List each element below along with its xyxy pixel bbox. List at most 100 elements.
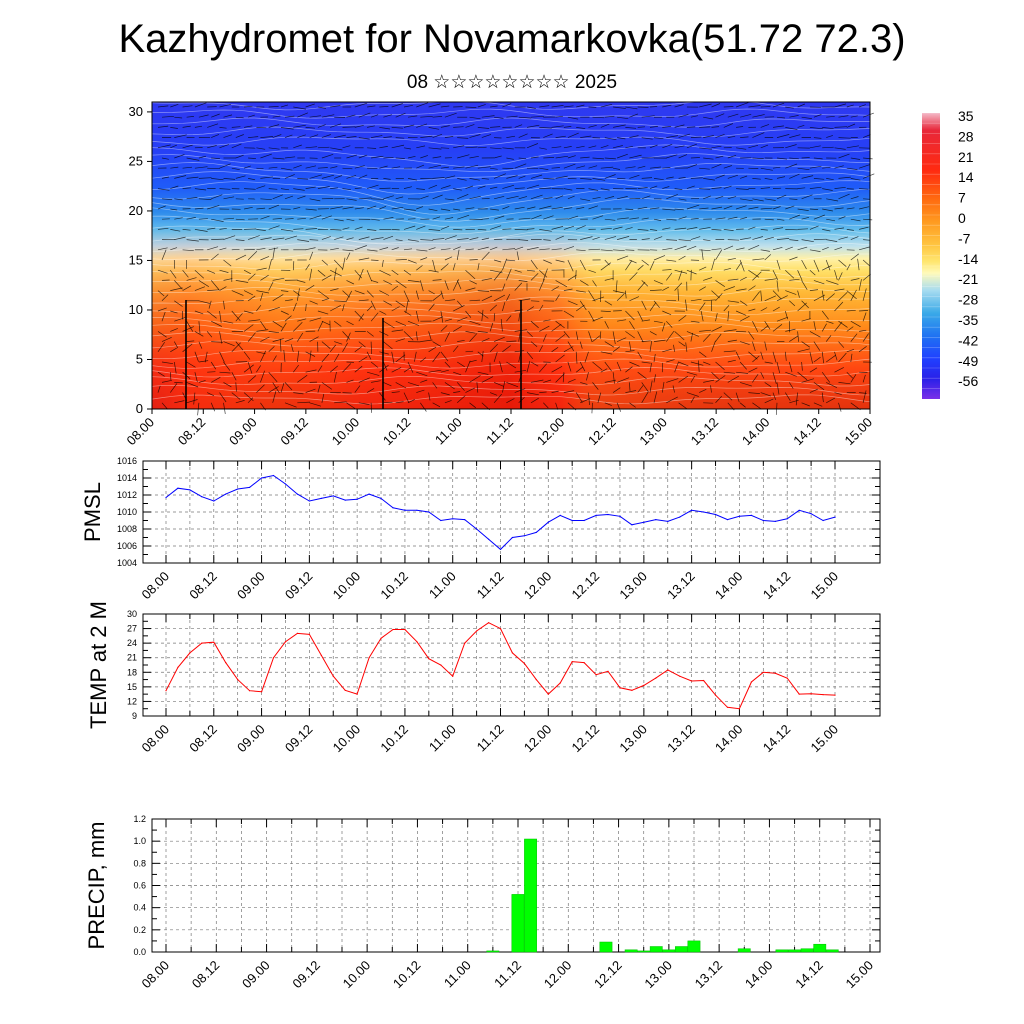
wind-vector (653, 255, 666, 261)
wind-vector (764, 321, 771, 330)
x-tick-label: 14.00 (712, 569, 746, 603)
wind-vector (506, 382, 519, 388)
x-tick-label: 11.00 (426, 722, 459, 755)
wind-vector (428, 290, 435, 295)
wind-vector (161, 336, 172, 342)
wind-vector (789, 335, 799, 342)
wind-vector (641, 319, 650, 322)
x-tick-label: 09.12 (282, 722, 316, 756)
wind-vector (690, 136, 702, 138)
wind-vector (174, 217, 183, 220)
wind-vector (371, 135, 383, 138)
wind-vector (272, 277, 285, 281)
wind-vector (690, 157, 700, 159)
wind-vector (198, 341, 203, 349)
wind-vector (785, 246, 793, 251)
wind-vector (801, 194, 813, 200)
wind-vector (563, 310, 575, 318)
wind-vector (260, 198, 272, 201)
wind-vector (428, 331, 432, 340)
wind-vector (539, 391, 547, 393)
wind-vector (170, 328, 178, 332)
wind-vector (834, 367, 844, 373)
wind-vector (305, 165, 317, 169)
wind-vector (329, 365, 339, 373)
wind-vector (366, 388, 375, 393)
wind-vector (666, 299, 677, 302)
data-point (583, 519, 585, 522)
wind-vector (834, 246, 843, 251)
wind-vector (371, 259, 379, 261)
wind-vector (432, 316, 444, 322)
wind-vector (576, 249, 586, 252)
wind-vector (457, 154, 470, 159)
wind-vector (305, 228, 318, 230)
wind-vector (403, 124, 415, 128)
wind-vector (194, 286, 206, 291)
wind-vector (555, 155, 569, 159)
wind-vector (235, 400, 245, 404)
wind-vector (539, 167, 549, 170)
wind-vector (321, 341, 331, 349)
wind-vector (789, 134, 801, 138)
x-tick-label: 11.12 (483, 415, 516, 448)
wind-vector (428, 164, 442, 169)
wind-vector (457, 238, 469, 240)
wind-vector (850, 218, 861, 222)
wind-vector (354, 187, 362, 189)
wind-vector (661, 322, 666, 332)
data-point (595, 674, 597, 676)
wind-vector (309, 239, 319, 241)
wind-vector (342, 331, 351, 340)
wind-vector (223, 217, 235, 220)
wind-vector (243, 392, 254, 402)
wind-vector (710, 385, 712, 393)
wind-vector (321, 134, 331, 138)
wind-vector (600, 188, 610, 191)
wind-vector (465, 387, 475, 393)
wind-vector (822, 166, 831, 169)
wind-vector (776, 259, 781, 270)
wind-vector (674, 124, 685, 128)
wind-vector (838, 137, 851, 139)
wind-vector (514, 388, 526, 393)
wind-vector (330, 166, 338, 169)
data-point (344, 499, 346, 501)
wind-vector (653, 178, 664, 181)
wind-vector (736, 147, 747, 150)
wind-vector (850, 236, 859, 240)
wind-vector (613, 124, 626, 128)
wind-vector (580, 135, 592, 138)
wind-vector (272, 338, 284, 342)
wind-vector (260, 350, 267, 363)
wind-vector (764, 236, 774, 240)
wind-vector (346, 379, 354, 383)
wind-vector (703, 157, 714, 160)
wind-vector (551, 146, 562, 149)
wind-vector (407, 382, 420, 387)
x-tick-label: 11.12 (491, 958, 524, 991)
wind-vector (789, 239, 799, 241)
wind-vector (182, 187, 192, 189)
x-tick-label: 15.00 (808, 569, 842, 603)
wind-vector (469, 320, 481, 326)
wind-vector (740, 136, 749, 138)
data-point (416, 509, 418, 511)
wind-vector (789, 278, 800, 281)
wind-vector (723, 286, 735, 291)
data-point (165, 496, 167, 499)
y-tick-label: 21 (127, 653, 137, 663)
wind-vector (420, 115, 433, 118)
wind-vector (776, 316, 789, 322)
wind-vector (592, 382, 599, 390)
wind-vector (674, 361, 679, 373)
wind-vectors (157, 102, 875, 416)
contour-line (151, 136, 871, 146)
wind-vector (395, 259, 407, 261)
wind-vector (170, 229, 181, 232)
wind-vector (772, 392, 777, 401)
wind-vector (653, 218, 662, 221)
wind-vector (370, 280, 379, 283)
wind-vector (662, 208, 676, 211)
wind-vector (317, 269, 326, 277)
